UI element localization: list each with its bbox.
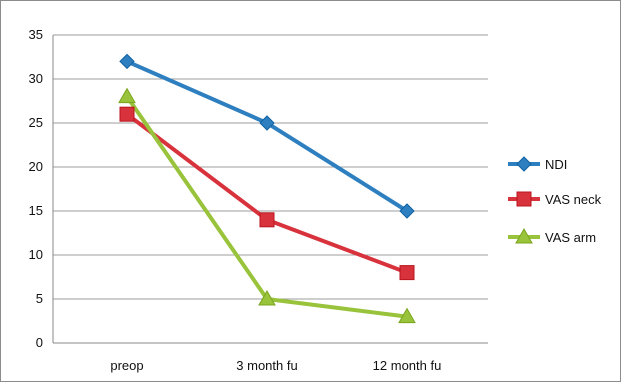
legend-label-vas-arm: VAS arm bbox=[545, 230, 596, 245]
legend-marker-vas-neck bbox=[516, 191, 532, 207]
x-tick-label: 12 month fu bbox=[373, 358, 442, 373]
y-tick-label: 0 bbox=[36, 335, 43, 350]
legend: NDI VAS neck VAS arm bbox=[508, 156, 602, 245]
series-line-ndi bbox=[125, 59, 409, 213]
data-point-ndi bbox=[119, 53, 135, 70]
data-point-ndi bbox=[399, 203, 415, 219]
legend-marker-ndi bbox=[516, 156, 532, 172]
data-point-vas-neck bbox=[259, 212, 275, 228]
legend-marker-vas-arm bbox=[515, 227, 533, 244]
data-point-vas-neck bbox=[119, 106, 135, 122]
data-point-ndi bbox=[259, 115, 275, 131]
y-tick-label: 10 bbox=[29, 247, 43, 262]
y-tick-label: 25 bbox=[29, 115, 43, 130]
data-point-vas-neck bbox=[399, 265, 415, 281]
legend-label-ndi: NDI bbox=[545, 157, 567, 172]
y-tick-label: 5 bbox=[36, 291, 43, 306]
y-tick-label: 15 bbox=[29, 203, 43, 218]
series-markers bbox=[118, 53, 416, 324]
x-axis-ticks: preop 3 month fu 12 month fu bbox=[110, 358, 441, 373]
data-point-vas-arm bbox=[258, 289, 276, 306]
data-point-vas-arm bbox=[398, 307, 416, 324]
series-lines bbox=[125, 59, 409, 319]
series-line-vas-neck bbox=[125, 112, 409, 275]
x-tick-label: preop bbox=[110, 358, 143, 373]
y-tick-label: 35 bbox=[29, 27, 43, 42]
data-point-vas-arm bbox=[118, 87, 136, 104]
y-axis-ticks: 0 5 10 15 20 25 30 35 bbox=[29, 27, 43, 350]
legend-label-vas-neck: VAS neck bbox=[545, 192, 602, 207]
x-tick-label: 3 month fu bbox=[236, 358, 297, 373]
y-tick-label: 20 bbox=[29, 159, 43, 174]
y-tick-label: 30 bbox=[29, 71, 43, 86]
